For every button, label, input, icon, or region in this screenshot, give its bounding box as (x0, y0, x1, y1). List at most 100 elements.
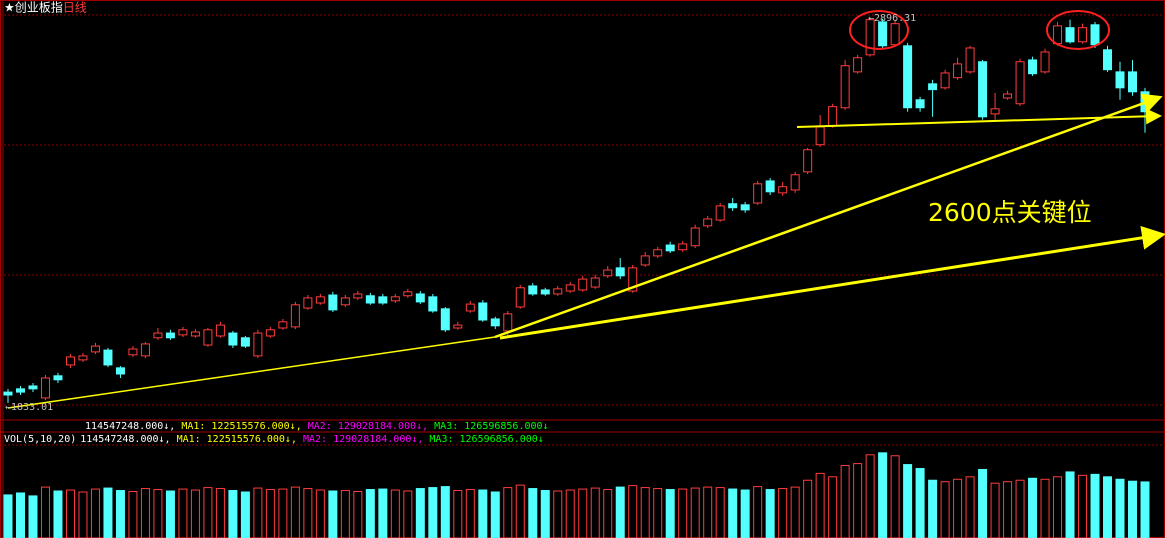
candle-body (528, 285, 538, 295)
volume-bar (453, 490, 463, 538)
volume-bar (490, 491, 500, 538)
candle-body (640, 255, 650, 266)
candle-body (1040, 51, 1050, 73)
volume-bar (753, 486, 763, 538)
candle-body (590, 277, 600, 288)
volume-bar (628, 485, 638, 538)
volume-bar (90, 488, 100, 538)
candle-body (978, 61, 988, 118)
candle-body (715, 205, 725, 221)
legend-entry: MA1: 122515576.000↓, (177, 434, 297, 445)
chart-title: ★创业板指 (4, 0, 63, 15)
candle-body (203, 329, 213, 346)
volume-bar (803, 479, 813, 538)
volume-bar (390, 489, 400, 538)
volume-bar (240, 491, 250, 538)
candle-body (3, 391, 13, 396)
candle-body (53, 375, 63, 381)
candle-body (1090, 24, 1100, 46)
volume-bar (253, 487, 263, 538)
candle-body (840, 65, 850, 109)
volume-bar (203, 487, 213, 538)
volume-bar (565, 489, 575, 538)
candle-body (990, 108, 1000, 115)
candle-body (878, 21, 888, 47)
volume-bar (40, 486, 50, 538)
candle-body (353, 293, 363, 299)
candle-body (415, 293, 425, 303)
candle-body (940, 72, 950, 89)
candle-body (865, 19, 875, 56)
marks (3, 17, 1150, 538)
legend-entry: MA2: 129028184.000↓, (308, 421, 428, 432)
low-label: ←1833.01 (5, 402, 53, 413)
candle-body (540, 289, 550, 295)
volume-bar (903, 464, 913, 538)
candle-body (390, 296, 400, 302)
candle-body (903, 45, 913, 109)
volume-bar (465, 489, 475, 538)
candle-body (1028, 59, 1038, 75)
volume-bar (340, 490, 350, 538)
legend-entry: MA2: 129028184.000↓, (303, 434, 423, 445)
candle-body (403, 291, 413, 297)
volume-bar (978, 468, 988, 538)
volume-bar (528, 488, 538, 538)
volume-bar (403, 490, 413, 538)
volume-bar (765, 489, 775, 538)
candle-body (40, 377, 50, 399)
candle-body (728, 203, 738, 209)
candle-body (690, 227, 700, 247)
candle-body (365, 295, 375, 304)
volume-bar (640, 487, 650, 538)
candle-body (265, 329, 275, 337)
volume-bar (115, 490, 125, 538)
candle-body (778, 186, 788, 194)
volume-bar (103, 487, 113, 538)
high-label: ←2896.31 (868, 13, 916, 24)
volume-bar (3, 494, 13, 538)
candle-body (503, 313, 513, 332)
volume-bar (653, 488, 663, 538)
volume-bar (415, 488, 425, 538)
candle-body (215, 324, 225, 337)
candle-body (665, 244, 675, 252)
volume-bar (65, 489, 75, 538)
candle-body (765, 180, 775, 193)
candle-body (915, 99, 925, 109)
volume-bar (915, 467, 925, 538)
candle-body (828, 106, 838, 127)
highlight-ellipse (1046, 10, 1110, 50)
volume-bar (140, 488, 150, 538)
candle-body (790, 174, 800, 191)
candle-body (315, 296, 325, 304)
volume-bar (790, 486, 800, 538)
legend-entry: 114547248.000↓, (80, 434, 170, 445)
volume-bar (178, 488, 188, 538)
volume-bar (665, 489, 675, 538)
volume-bar (1128, 480, 1138, 538)
candle-body (965, 47, 975, 73)
candle-body (103, 349, 113, 366)
volume-bar (228, 490, 238, 538)
volume-bar (290, 486, 300, 538)
volume-bar (153, 489, 163, 538)
candle-body (615, 267, 625, 277)
volume-bar (778, 488, 788, 538)
volume-bar (953, 478, 963, 538)
volume-bar (840, 465, 850, 538)
volume-bar (1065, 471, 1075, 538)
candle-body (115, 367, 125, 375)
volume-bar (265, 489, 275, 538)
trend-line (796, 108, 1162, 128)
candle-body (1128, 71, 1138, 93)
volume-bar (215, 488, 225, 538)
volume-bar (578, 488, 588, 538)
volume-bar (365, 489, 375, 538)
legend-entry: MA3: 126596856.000↓ (429, 434, 543, 445)
candle-body (490, 318, 500, 327)
volume-bar (890, 455, 900, 538)
volume-bar (190, 489, 200, 538)
volume-bar (553, 490, 563, 538)
